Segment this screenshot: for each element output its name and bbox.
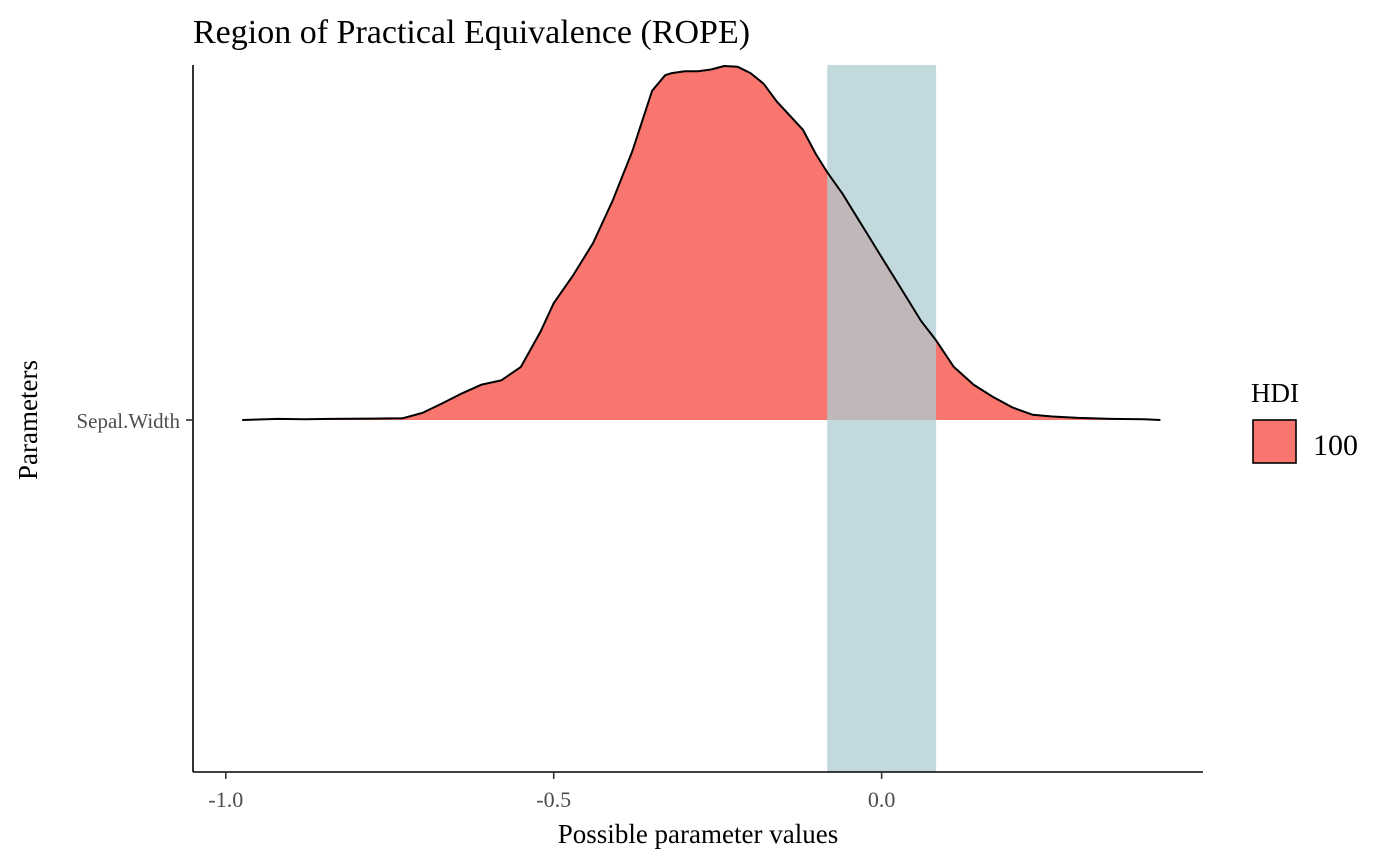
y-tick-label: Sepal.Width — [76, 409, 180, 433]
chart-title: Region of Practical Equivalence (ROPE) — [193, 14, 750, 51]
legend: HDI 100 — [1251, 378, 1358, 464]
density-area-sepal-width — [242, 66, 1161, 420]
y-axis-ticks: Sepal.Width — [76, 409, 193, 433]
density-outline-sepal-width — [242, 65, 1161, 421]
plot-area — [242, 65, 1161, 772]
legend-title: HDI — [1251, 378, 1299, 408]
x-tick-label: 0.0 — [868, 787, 896, 812]
rope-band — [827, 65, 937, 772]
y-axis-title: Parameters — [13, 360, 43, 480]
legend-label-100: 100 — [1313, 429, 1358, 462]
x-axis-ticks: -1.0 -0.5 0.0 — [208, 772, 895, 812]
x-tick-label: -1.0 — [208, 787, 243, 812]
legend-key-100 — [1252, 419, 1297, 464]
x-tick-label: -0.5 — [536, 787, 571, 812]
x-axis-title: Possible parameter values — [558, 819, 838, 849]
